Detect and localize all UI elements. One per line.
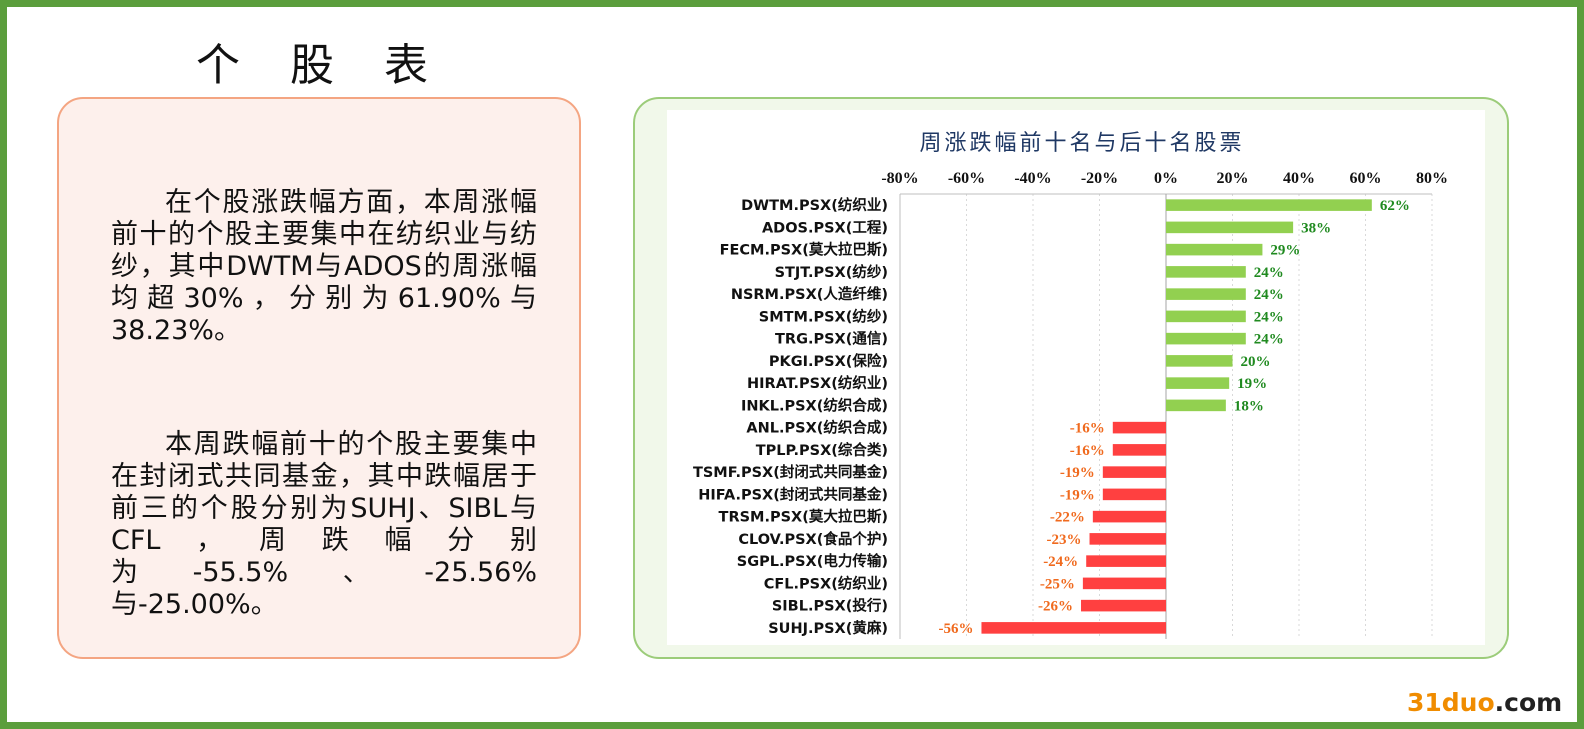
- category-label: SUHJ.PSX(黄麻): [768, 619, 888, 637]
- data-label: -24%: [1043, 554, 1078, 570]
- bar: [1166, 288, 1246, 300]
- x-tick-label: 60%: [1350, 170, 1382, 187]
- category-label: HIFA.PSX(封闭式共同基金): [698, 485, 888, 503]
- data-label: -19%: [1060, 487, 1095, 503]
- bar: [1112, 444, 1166, 456]
- data-label: 19%: [1237, 376, 1267, 392]
- x-tick-label: -60%: [948, 170, 985, 187]
- bar: [1166, 243, 1263, 256]
- bar: [1102, 488, 1166, 501]
- data-label: -19%: [1060, 465, 1095, 481]
- data-label: -22%: [1050, 510, 1085, 526]
- losers-paragraph: 本周跌幅前十的个股主要集中在封闭式共同基金，其中跌幅居于前三的个股分别为SUHJ…: [111, 429, 537, 620]
- bar: [1092, 510, 1166, 523]
- category-label: SMTM.PSX(纺纱): [759, 307, 888, 325]
- category-labels: DWTM.PSX(纺织业) ADOS.PSX(工程) FECM.PSX(莫大拉巴斯)…: [693, 196, 888, 637]
- data-label: 18%: [1234, 398, 1264, 414]
- bar: [1166, 199, 1372, 211]
- data-label: -16%: [1070, 443, 1105, 459]
- x-axis-tick-labels: -80% -60% -40% -20% 0% 20% 40% 60% 80%: [881, 170, 1448, 187]
- x-tick-label: 20%: [1217, 170, 1249, 187]
- bar: [1166, 355, 1233, 367]
- category-label: SIBL.PSX(投行): [772, 597, 888, 615]
- commentary-panel: 在个股涨跌幅方面，本周涨幅前十的个股主要集中在纺织业与纺纱，其中DWTM与ADO…: [57, 97, 581, 659]
- bar: [1082, 577, 1166, 590]
- category-label: CFL.PSX(纺织业): [764, 574, 888, 592]
- data-label: 38%: [1301, 220, 1331, 236]
- data-label: -56%: [938, 621, 973, 637]
- data-label: 62%: [1380, 198, 1410, 214]
- data-label: 20%: [1241, 354, 1271, 370]
- data-label: -26%: [1038, 599, 1073, 615]
- x-tick-label: 40%: [1283, 170, 1315, 187]
- category-label: TRG.PSX(通信): [775, 330, 888, 348]
- bar-chart: 周涨跌幅前十名与后十名股票 -80% -60% -40% -20% 0% 20% 40% 60…: [667, 110, 1485, 645]
- bar: [1112, 421, 1166, 434]
- bar: [1081, 599, 1166, 612]
- data-label: 24%: [1254, 332, 1284, 348]
- bar: [1089, 533, 1166, 545]
- category-label: STJT.PSX(纺纱): [775, 263, 888, 281]
- data-label: 24%: [1254, 265, 1284, 281]
- category-label: ANL.PSX(纺织合成): [746, 419, 888, 437]
- category-label: ADOS.PSX(工程): [762, 219, 888, 236]
- gainers-paragraph: 在个股涨跌幅方面，本周涨幅前十的个股主要集中在纺织业与纺纱，其中DWTM与ADO…: [111, 187, 537, 346]
- category-label: INKL.PSX(纺织合成): [741, 396, 888, 414]
- chart-title: 周涨跌幅前十名与后十名股票: [919, 131, 1244, 156]
- data-labels: 62% 38%29% 24% 24% 24% 24% 20% 19% 18% -16% -16% -1…: [938, 198, 1409, 637]
- x-tick-label: -80%: [881, 170, 918, 187]
- category-label: HIRAT.PSX(纺织业): [747, 374, 888, 392]
- category-label: CLOV.PSX(食品个护): [738, 530, 888, 548]
- data-label: -16%: [1070, 421, 1105, 437]
- data-label: 24%: [1254, 287, 1284, 303]
- bar: [1102, 466, 1166, 478]
- x-tick-label: -40%: [1014, 170, 1051, 187]
- bars: [981, 199, 1372, 634]
- data-label: -23%: [1047, 532, 1082, 548]
- chart-area: 周涨跌幅前十名与后十名股票 -80% -60% -40% -20% 0% 20% 40% 60…: [667, 110, 1485, 645]
- bar: [1166, 310, 1246, 323]
- bar: [1166, 399, 1226, 412]
- bar: [1086, 555, 1166, 567]
- category-label: DWTM.PSX(纺织业): [741, 196, 888, 214]
- data-label: 24%: [1254, 309, 1284, 325]
- x-tick-label: 0%: [1154, 170, 1178, 187]
- bar: [1166, 332, 1246, 345]
- watermark-logo: 31duo.com: [1407, 683, 1562, 723]
- category-label: TSMF.PSX(封闭式共同基金): [693, 463, 888, 481]
- category-label: TRSM.PSX(莫大拉巴斯): [719, 508, 888, 526]
- category-label: NSRM.PSX(人造纤维): [731, 285, 888, 303]
- page-title: 个 股 表 现: [196, 40, 446, 151]
- category-label: FECM.PSX(莫大拉巴斯): [720, 241, 888, 259]
- x-tick-label: -20%: [1081, 170, 1118, 187]
- data-label: -25%: [1040, 576, 1075, 592]
- data-label: 29%: [1270, 243, 1300, 259]
- category-label: SGPL.PSX(电力传输): [737, 552, 888, 570]
- watermark-domain: .com: [1494, 688, 1563, 717]
- bar: [1166, 221, 1294, 234]
- watermark-brand: 31duo: [1407, 688, 1495, 717]
- bar: [981, 622, 1166, 634]
- x-tick-label: 80%: [1416, 170, 1448, 187]
- category-label: TPLP.PSX(综合类): [756, 441, 888, 459]
- chart-background: [667, 110, 1485, 645]
- category-label: PKGI.PSX(保险): [769, 352, 888, 370]
- bar: [1166, 266, 1246, 278]
- bar: [1166, 377, 1230, 389]
